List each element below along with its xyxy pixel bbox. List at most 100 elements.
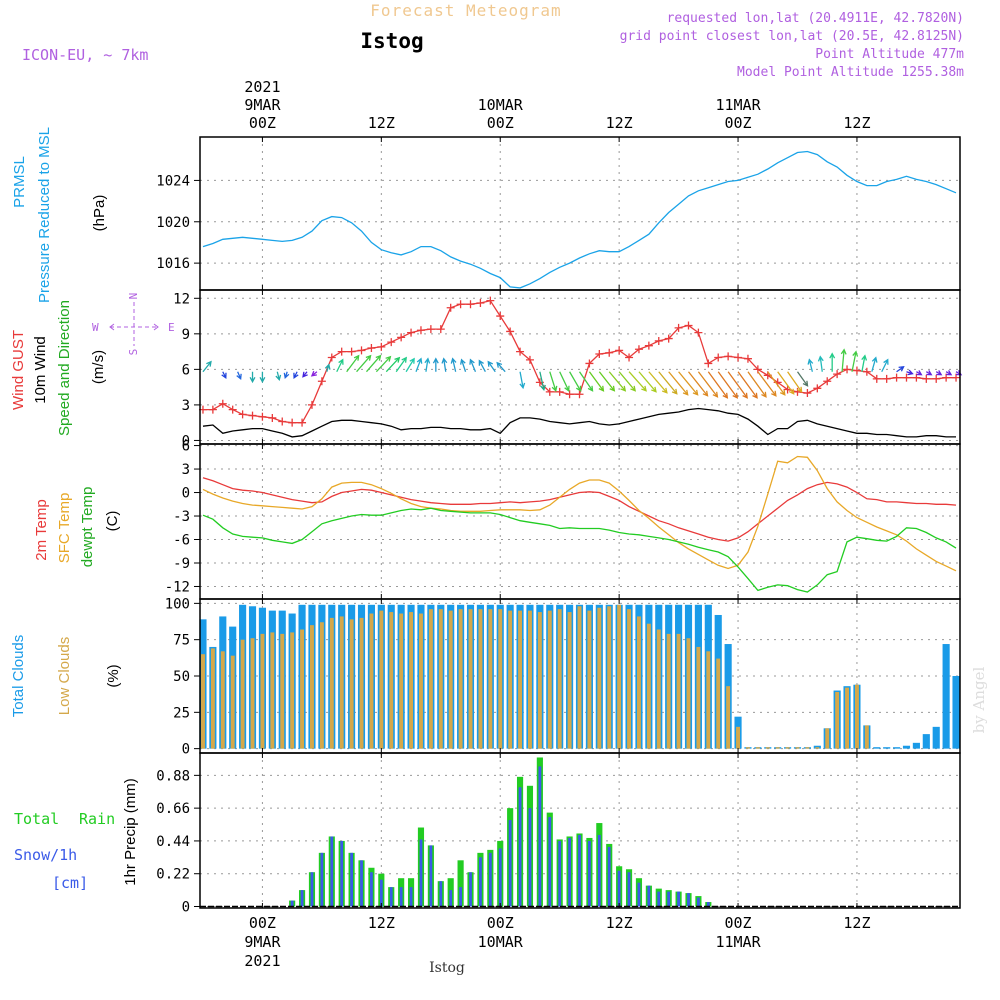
gust-marker: [307, 400, 316, 409]
wind-direction-arrow: [916, 370, 923, 376]
clouds-bar-low-clouds: [290, 632, 295, 749]
clouds-bar-low-clouds: [646, 623, 651, 749]
pressure-series-prmsl: [202, 150, 957, 289]
gust-marker: [813, 384, 822, 393]
clouds-bar-low-clouds: [567, 612, 572, 749]
clouds-tick-label: 75: [173, 633, 190, 649]
wind-direction-arrow: [441, 357, 448, 372]
gust-marker: [525, 355, 534, 364]
precip-bar-snow-h: [706, 902, 710, 907]
gust-marker: [664, 334, 673, 343]
gust-marker: [238, 410, 247, 419]
gust-marker: [298, 418, 307, 427]
gust-marker: [446, 303, 455, 312]
precip-tick-label: 0.66: [156, 801, 190, 817]
top-tick-label: 00Z: [487, 114, 514, 132]
clouds-bar-low-clouds: [488, 609, 493, 749]
gust-marker: [694, 328, 703, 337]
gust-marker: [862, 367, 871, 376]
wind-direction-arrow: [757, 371, 777, 397]
clouds-bar-total-clouds: [893, 747, 901, 749]
wind-direction-arrow: [202, 360, 212, 373]
precip-bar-snow-h: [300, 890, 304, 907]
gust-marker: [466, 300, 475, 309]
gust-marker: [218, 399, 227, 408]
clouds-bar-low-clouds: [250, 638, 255, 749]
cloud-labels: Total Clouds Low Clouds (%): [10, 635, 122, 718]
precip-bar-snow-h: [588, 840, 591, 907]
compass-w: W: [92, 321, 99, 334]
gust-marker: [823, 377, 832, 386]
grid-point-coords: grid point closest lon,lat (20.5E, 42.81…: [620, 29, 964, 44]
gust-marker: [625, 353, 634, 362]
wind-direction-arrow: [588, 371, 605, 392]
clouds-bar-low-clouds: [498, 609, 503, 749]
wind-10m-label: 10m Wind: [32, 336, 49, 404]
bottom-date-label: 9MAR: [244, 933, 281, 951]
temp-sfc-label: SFC Temp: [56, 493, 73, 564]
clouds-bar-low-clouds: [260, 633, 265, 749]
precip-bar-snow-h: [538, 766, 542, 907]
clouds-bar-low-clouds: [716, 658, 721, 749]
wind-direction-arrow: [707, 371, 729, 399]
temp-2m-label: 2m Temp: [33, 499, 50, 560]
wind-direction-arrow: [415, 357, 423, 372]
wind-tick-label: 0: [182, 433, 190, 449]
clouds-bar-low-clouds: [310, 625, 314, 749]
wind-direction-arrow: [432, 357, 439, 372]
gust-marker: [416, 326, 425, 335]
gust-marker: [426, 325, 435, 334]
wind-direction-arrow: [598, 371, 616, 392]
watermark: by Angel: [970, 666, 988, 733]
precip-bar-snow-h: [409, 887, 413, 907]
wind-direction-arrow: [405, 357, 415, 373]
wind-direction-arrow: [638, 371, 657, 393]
wind-direction-arrow: [727, 371, 748, 399]
wind-direction-arrow: [460, 358, 467, 372]
clouds-bar-low-clouds: [329, 617, 334, 749]
clouds-bar-total-clouds: [942, 644, 950, 749]
wind-direction-arrow: [395, 356, 407, 373]
wind-direction-arrow: [324, 363, 331, 372]
gust-marker: [833, 370, 842, 379]
precip-axis-label: 1hr Precip (mm): [122, 778, 139, 886]
wind-direction-arrow: [648, 371, 668, 394]
clouds-bar-low-clouds: [775, 747, 780, 749]
gust-marker: [516, 347, 525, 356]
clouds-bar-low-clouds: [864, 725, 869, 749]
gust-marker: [496, 312, 505, 321]
precip-bar-snow-h: [677, 891, 680, 907]
clouds-tick-label: 100: [165, 596, 190, 612]
temp-tick-label: -9: [173, 556, 190, 572]
chart-title: Forecast Meteogram: [370, 1, 561, 20]
wind-direction-arrow: [881, 358, 889, 373]
wind-direction-arrow: [469, 358, 477, 372]
clouds-bar-low-clouds: [240, 639, 245, 749]
precip-bar-snow-h: [548, 817, 552, 907]
temp-tick-label: -6: [173, 533, 190, 549]
clouds-bar-low-clouds: [745, 747, 750, 749]
pressure-label-long: Pressure Reduced to MSL: [36, 127, 53, 303]
wind-direction-arrow: [658, 371, 678, 395]
precip-bar-snow-h: [350, 852, 353, 907]
wind-direction-arrow: [697, 371, 719, 398]
wind-direction-arrow: [807, 358, 814, 372]
clouds-bar-low-clouds: [537, 612, 542, 749]
bottom-year-label: 2021: [244, 952, 280, 970]
clouds-bar-total-clouds: [883, 747, 891, 749]
temp-unit: (C): [104, 511, 121, 532]
precip-bar-snow-h: [657, 891, 661, 907]
clouds-bar-low-clouds: [458, 609, 463, 749]
gust-marker: [347, 347, 356, 356]
gust-marker: [932, 374, 941, 383]
precip-bar-snow-h: [528, 808, 532, 907]
temp-series-dewpt-temp: [202, 507, 957, 593]
precip-panel: 0 0.22 0.44 0.66 0.88: [156, 752, 961, 916]
clouds-bar-low-clouds: [339, 616, 344, 749]
clouds-bar-low-clouds: [319, 622, 324, 749]
wind-direction-arrow: [346, 354, 360, 373]
wind-tick-label: 3: [182, 398, 190, 414]
wind-direction-arrow: [519, 371, 526, 390]
clouds-bar-low-clouds: [468, 609, 473, 749]
